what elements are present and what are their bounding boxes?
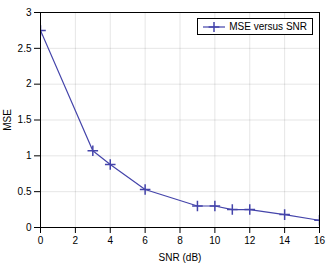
svg-text:10: 10: [209, 235, 221, 246]
svg-text:0.5: 0.5: [18, 186, 32, 197]
svg-text:2.5: 2.5: [18, 43, 32, 54]
svg-text:MSE: MSE: [2, 109, 13, 131]
svg-text:0: 0: [38, 235, 44, 246]
svg-text:6: 6: [142, 235, 148, 246]
svg-text:14: 14: [279, 235, 291, 246]
svg-text:2: 2: [26, 78, 32, 89]
svg-text:12: 12: [244, 235, 256, 246]
svg-text:16: 16: [314, 235, 326, 246]
svg-text:2: 2: [73, 235, 79, 246]
svg-text:3: 3: [26, 7, 32, 18]
html-text:MSE versus SNR: MSE versus SNR: [229, 21, 307, 32]
svg-text:0: 0: [26, 222, 32, 233]
svg-text:4: 4: [107, 235, 113, 246]
svg-text:1.5: 1.5: [18, 114, 32, 125]
svg-text:8: 8: [177, 235, 183, 246]
svg-text:1: 1: [26, 150, 32, 161]
svg-text:SNR (dB): SNR (dB): [159, 252, 202, 263]
